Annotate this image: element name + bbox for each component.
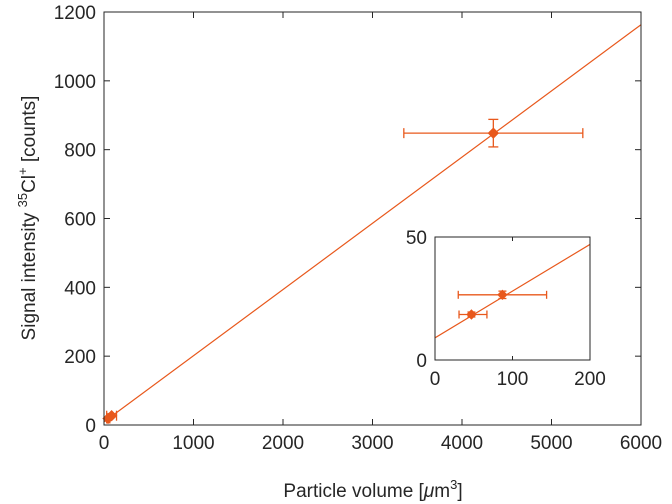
main-y-tick-label-3: 600 <box>64 210 96 231</box>
inset-axes: 0 100 200 0 50 <box>406 228 606 390</box>
inset-x-tick-label-2: 200 <box>574 369 606 390</box>
main-data-point-0 <box>403 118 584 148</box>
inset-background <box>435 237 590 360</box>
inset-fit-line <box>435 243 590 339</box>
inset-data-point-0 <box>457 289 548 301</box>
main-data-point-2 <box>102 412 114 425</box>
inset-x-tick-label-1: 100 <box>497 369 529 390</box>
main-y-tick-label-6: 1200 <box>54 3 96 24</box>
main-y-tick-label-5: 1000 <box>54 72 96 93</box>
inset-x-tick-label-0: 0 <box>430 369 441 390</box>
inset-y-tick-label-0: 0 <box>416 351 427 372</box>
y-axis-label: Signal intensity 35Cl+ [counts] <box>15 96 40 341</box>
main-marker-0 <box>487 127 500 139</box>
main-fit-line <box>104 24 641 423</box>
main-marker-2 <box>102 412 114 425</box>
main-x-tick-label-6: 6000 <box>620 433 662 454</box>
main-y-tick-label-1: 200 <box>64 347 96 368</box>
main-y-tick-label-0: 0 <box>85 416 96 437</box>
main-x-tick-label-1: 1000 <box>172 433 214 454</box>
x-axis-label: Particle volume [μm3] <box>283 477 462 502</box>
main-y-tick-label-4: 800 <box>64 141 96 162</box>
inset-data-point-1 <box>458 309 488 320</box>
inset-marker-0 <box>497 289 508 301</box>
main-y-tick-label-2: 400 <box>64 278 96 299</box>
inset-marker-1 <box>466 309 477 320</box>
inset-y-tick-label-1: 50 <box>406 228 427 249</box>
main-x-tick-label-4: 4000 <box>441 433 483 454</box>
main-x-tick-label-5: 5000 <box>530 433 572 454</box>
main-x-tick-label-2: 2000 <box>262 433 304 454</box>
main-x-tick-label-0: 0 <box>99 433 110 454</box>
main-axes: 0 1000 2000 3000 4000 5000 6000020040060080010… <box>54 3 662 454</box>
main-x-tick-label-3: 3000 <box>351 433 393 454</box>
